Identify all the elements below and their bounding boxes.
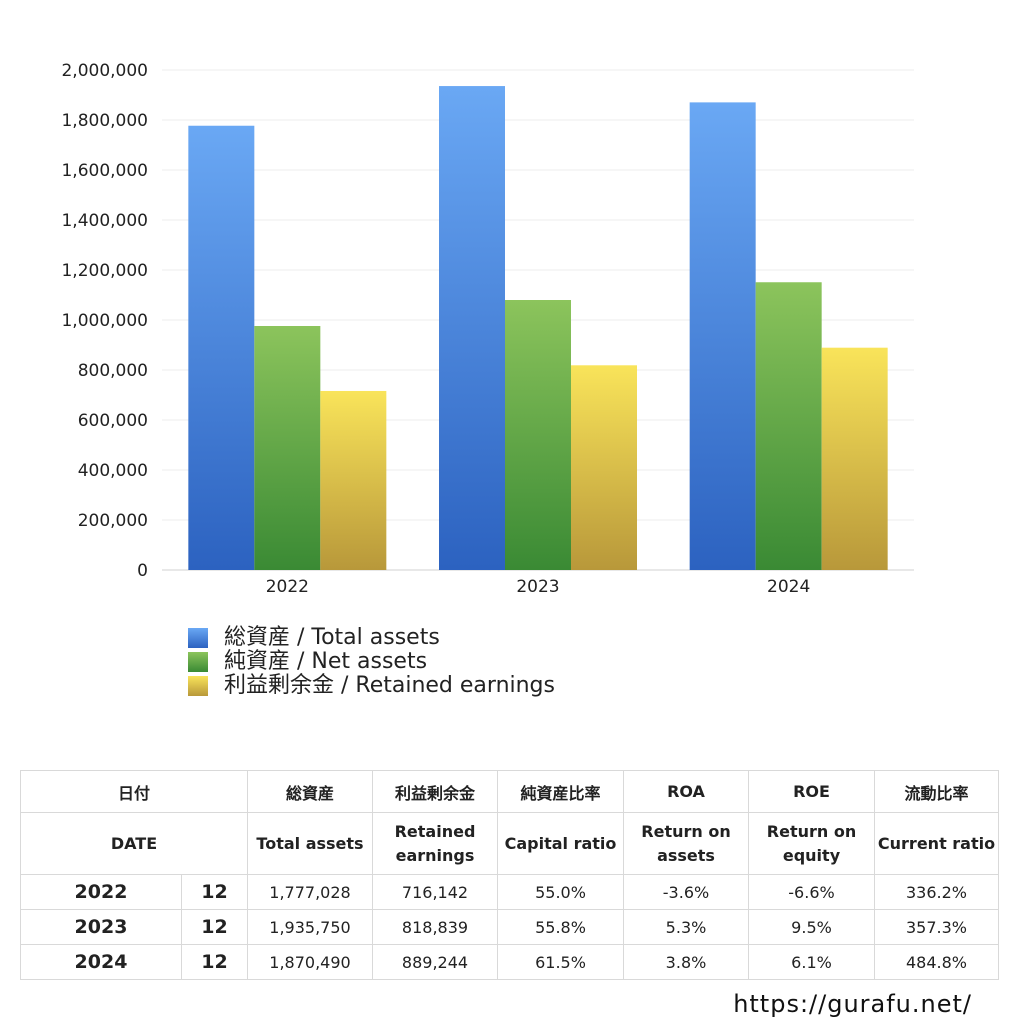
header-roe-line2: equity bbox=[782, 845, 841, 865]
table-header-en: DATE Total assets Retained earnings Capit… bbox=[20, 812, 999, 875]
y-tick-label: 200,000 bbox=[78, 511, 148, 531]
header-current-ratio-jp: 流動比率 bbox=[874, 770, 999, 813]
legend-item-retained-earnings: 利益剰余金 / Retained earnings bbox=[188, 674, 555, 698]
y-tick-label: 1,400,000 bbox=[61, 211, 148, 231]
x-axis: 2022 2023 2024 bbox=[266, 577, 811, 597]
bar-total-assets-2024 bbox=[689, 102, 756, 570]
cell-retained: 716,142 bbox=[372, 874, 498, 910]
legend-item-net-assets: 純資産 / Net assets bbox=[188, 650, 555, 674]
header-roe-line1: Return on bbox=[766, 821, 857, 841]
legend-label-total-assets: 総資産 / Total assets bbox=[224, 625, 440, 650]
legend-swatch-net-assets bbox=[188, 652, 208, 672]
bar-retained-earnings-2024 bbox=[821, 347, 888, 570]
cell-roa: 5.3% bbox=[623, 909, 749, 945]
legend: 総資産 / Total assets 純資産 / Net assets 利益剰余… bbox=[188, 626, 555, 698]
site-url: https://gurafu.net/ bbox=[733, 990, 972, 1018]
header-capital-ratio-en: Capital ratio bbox=[497, 812, 624, 875]
cell-total-assets: 1,777,028 bbox=[247, 874, 373, 910]
legend-swatch-retained-earnings bbox=[188, 676, 208, 696]
table-row: 2022 12 1,777,028 716,142 55.0% -3.6% -6… bbox=[20, 874, 999, 910]
cell-month: 12 bbox=[181, 909, 248, 945]
cell-year: 2023 bbox=[20, 909, 182, 945]
legend-item-total-assets: 総資産 / Total assets bbox=[188, 626, 555, 650]
header-total-assets-jp: 総資産 bbox=[247, 770, 373, 813]
table-row: 2024 12 1,870,490 889,244 61.5% 3.8% 6.1… bbox=[20, 944, 999, 980]
table-row: 2023 12 1,935,750 818,839 55.8% 5.3% 9.5… bbox=[20, 909, 999, 945]
y-tick-label: 600,000 bbox=[78, 411, 148, 431]
y-tick-label: 1,800,000 bbox=[61, 111, 148, 131]
bars bbox=[188, 86, 888, 571]
bar-retained-earnings-2022 bbox=[320, 390, 387, 570]
bar-chart: 0 200,000 400,000 600,000 800,000 1,000,000 1,… bbox=[61, 61, 914, 597]
cell-roa: 3.8% bbox=[623, 944, 749, 980]
header-total-assets-en: Total assets bbox=[247, 812, 373, 875]
cell-year: 2024 bbox=[20, 944, 182, 980]
cell-current-ratio: 484.8% bbox=[874, 944, 999, 980]
header-roa-jp: ROA bbox=[623, 770, 749, 813]
header-retained-en: Retained earnings bbox=[372, 812, 498, 875]
header-current-ratio-en: Current ratio bbox=[874, 812, 999, 875]
cell-capital-ratio: 61.5% bbox=[497, 944, 624, 980]
cell-total-assets: 1,870,490 bbox=[247, 944, 373, 980]
bar-total-assets-2023 bbox=[439, 86, 505, 570]
header-roa-en: Return on assets bbox=[623, 812, 749, 875]
header-capital-ratio-jp: 純資産比率 bbox=[497, 770, 624, 813]
y-tick-label: 2,000,000 bbox=[61, 61, 148, 81]
cell-month: 12 bbox=[181, 874, 248, 910]
cell-roe: -6.6% bbox=[748, 874, 875, 910]
bar-net-assets-2023 bbox=[505, 300, 571, 570]
header-date-en: DATE bbox=[20, 812, 248, 875]
legend-label-retained-earnings: 利益剰余金 / Retained earnings bbox=[224, 673, 555, 698]
cell-current-ratio: 357.3% bbox=[874, 909, 999, 945]
cell-total-assets: 1,935,750 bbox=[247, 909, 373, 945]
y-tick-label: 800,000 bbox=[78, 361, 148, 381]
cell-retained: 818,839 bbox=[372, 909, 498, 945]
y-tick-label: 0 bbox=[137, 561, 148, 581]
x-tick-label: 2024 bbox=[767, 577, 810, 597]
y-tick-label: 400,000 bbox=[78, 461, 148, 481]
header-roa-line1: Return on bbox=[641, 821, 731, 841]
table-header-jp: 日付 総資産 利益剰余金 純資産比率 ROA ROE 流動比率 bbox=[20, 770, 999, 813]
bar-net-assets-2024 bbox=[755, 282, 822, 570]
y-axis: 0 200,000 400,000 600,000 800,000 1,000,000 1,… bbox=[61, 61, 148, 581]
cell-capital-ratio: 55.0% bbox=[497, 874, 624, 910]
legend-swatch-total-assets bbox=[188, 628, 208, 648]
cell-current-ratio: 336.2% bbox=[874, 874, 999, 910]
cell-roe: 6.1% bbox=[748, 944, 875, 980]
header-retained-line1: Retained bbox=[394, 821, 476, 841]
bar-retained-earnings-2023 bbox=[571, 365, 637, 570]
bar-net-assets-2022 bbox=[254, 326, 321, 570]
x-tick-label: 2023 bbox=[516, 577, 559, 597]
header-roe-en: Return on equity bbox=[748, 812, 875, 875]
header-roe-jp: ROE bbox=[748, 770, 875, 813]
cell-roe: 9.5% bbox=[748, 909, 875, 945]
header-retained-jp: 利益剰余金 bbox=[372, 770, 498, 813]
bar-total-assets-2022 bbox=[188, 125, 255, 571]
legend-label-net-assets: 純資産 / Net assets bbox=[224, 649, 428, 674]
cell-capital-ratio: 55.8% bbox=[497, 909, 624, 945]
cell-retained: 889,244 bbox=[372, 944, 498, 980]
cell-month: 12 bbox=[181, 944, 248, 980]
header-roa-line2: assets bbox=[657, 845, 715, 865]
y-tick-label: 1,000,000 bbox=[61, 311, 148, 331]
x-tick-label: 2022 bbox=[266, 577, 309, 597]
cell-roa: -3.6% bbox=[623, 874, 749, 910]
header-date-jp: 日付 bbox=[20, 770, 248, 813]
financial-summary-table: 日付 総資産 利益剰余金 純資産比率 ROA ROE 流動比率 DATE Tot… bbox=[20, 770, 999, 980]
header-retained-line2: earnings bbox=[395, 845, 475, 865]
y-tick-label: 1,200,000 bbox=[61, 261, 148, 281]
y-tick-label: 1,600,000 bbox=[61, 161, 148, 181]
cell-year: 2022 bbox=[20, 874, 182, 910]
